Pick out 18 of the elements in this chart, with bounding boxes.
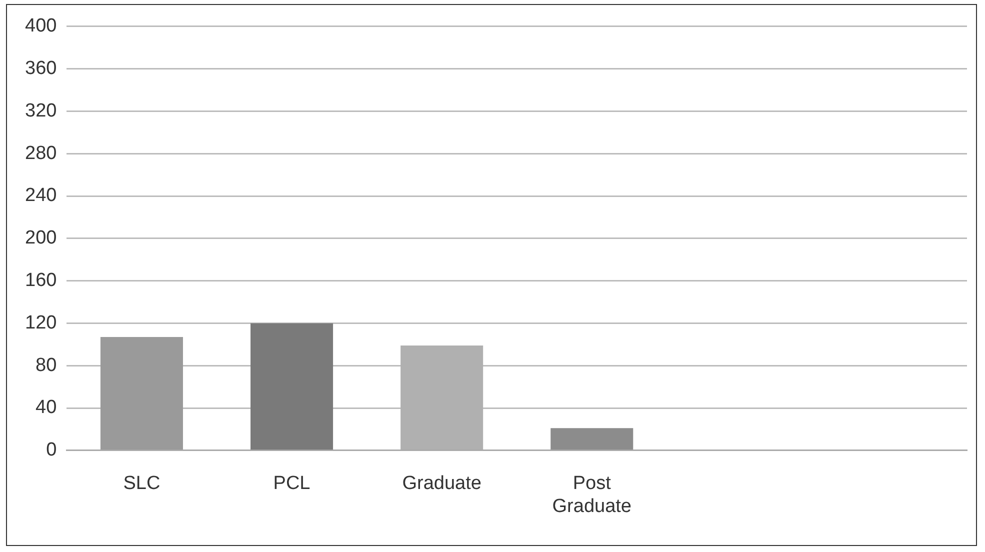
y-tick-label: 200 bbox=[25, 228, 57, 249]
x-tick-label: Post Graduate bbox=[552, 473, 632, 517]
y-tick-label: 280 bbox=[25, 142, 57, 164]
y-tick-label: 400 bbox=[25, 16, 57, 37]
y-tick-label: 120 bbox=[25, 312, 57, 334]
y-tick-label: 320 bbox=[25, 100, 57, 122]
y-tick-label: 240 bbox=[25, 185, 57, 206]
bar bbox=[250, 323, 334, 450]
x-tick-label: PCL bbox=[273, 473, 310, 494]
bar bbox=[550, 428, 634, 450]
x-tick-label: SLC bbox=[123, 473, 160, 494]
y-tick-label: 0 bbox=[46, 440, 57, 461]
x-tick-label: Graduate bbox=[402, 473, 482, 494]
y-tick-label: 160 bbox=[25, 270, 57, 292]
y-tick-label: 360 bbox=[25, 58, 57, 80]
y-tick-label: 40 bbox=[36, 397, 57, 418]
y-tick-label: 80 bbox=[36, 354, 57, 376]
bar bbox=[100, 336, 183, 450]
